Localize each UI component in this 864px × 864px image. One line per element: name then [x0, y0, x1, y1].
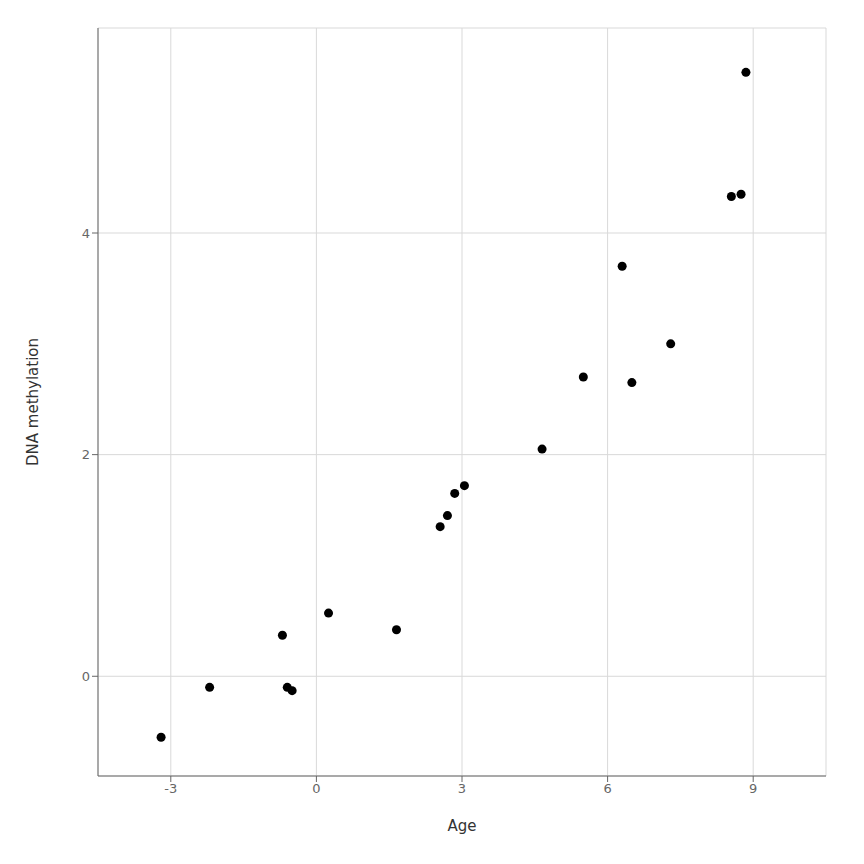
svg-text:2: 2: [82, 447, 90, 462]
svg-text:9: 9: [749, 781, 757, 796]
svg-text:6: 6: [603, 781, 611, 796]
svg-text:Age: Age: [447, 817, 476, 835]
svg-text:4: 4: [82, 226, 90, 241]
svg-text:0: 0: [82, 669, 90, 684]
svg-text:DNA methylation: DNA methylation: [24, 338, 42, 466]
svg-text:0: 0: [312, 781, 320, 796]
svg-text:-3: -3: [164, 781, 177, 796]
svg-text:3: 3: [458, 781, 466, 796]
